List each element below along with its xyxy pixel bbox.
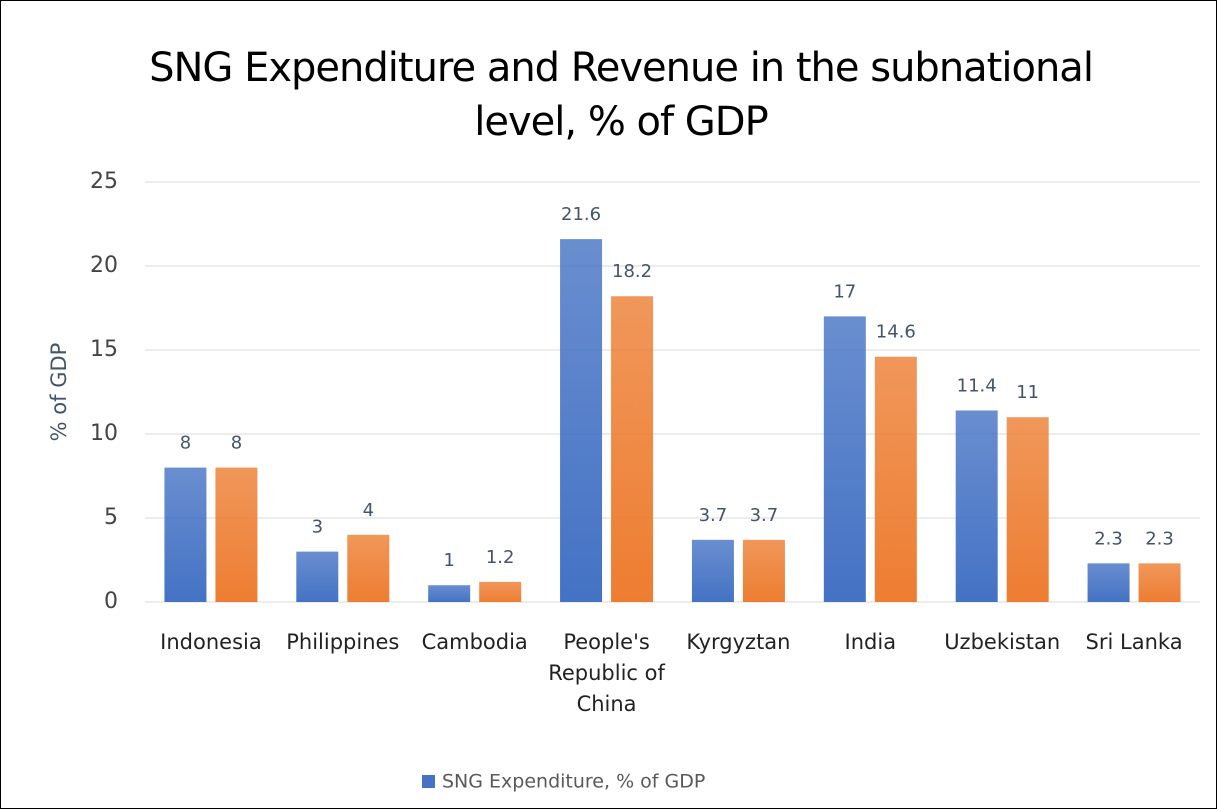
data-label: 1	[443, 550, 454, 571]
bar	[955, 410, 998, 602]
legend-label: SNG Expenditure, % of GDP	[442, 771, 705, 793]
bar	[611, 296, 654, 602]
data-label: 2.3	[1145, 528, 1174, 549]
y-tick-label: 0	[104, 589, 118, 614]
bar	[560, 239, 603, 602]
x-tick-label: Indonesia	[160, 630, 262, 654]
bar	[164, 467, 207, 602]
bar	[296, 551, 339, 602]
data-label: 8	[231, 433, 242, 454]
bar	[1138, 563, 1181, 602]
x-tick-label: Sri Lanka	[1085, 630, 1183, 654]
bar	[479, 581, 522, 602]
data-label: 3	[312, 517, 323, 538]
data-label: 2.3	[1094, 528, 1123, 549]
data-label: 4	[363, 500, 374, 521]
y-tick-label: 15	[90, 337, 118, 362]
bar	[347, 534, 390, 602]
bar	[874, 356, 917, 602]
y-tick-label: 25	[90, 169, 118, 194]
bar	[1087, 563, 1130, 602]
data-label: 11	[1016, 382, 1039, 403]
y-tick-label: 10	[90, 421, 118, 446]
bar	[215, 467, 258, 602]
y-axis-label: % of GDP	[47, 343, 71, 442]
data-label: 1.2	[486, 547, 515, 568]
bar	[823, 316, 866, 602]
data-label: 21.6	[561, 204, 601, 225]
y-tick-label: 20	[90, 253, 118, 278]
x-tick-label: Cambodia	[421, 630, 528, 654]
legend-swatch	[422, 775, 435, 788]
data-label: 17	[833, 281, 856, 302]
data-label: 3.7	[699, 505, 728, 526]
bar	[428, 585, 471, 602]
data-label: 11.4	[957, 375, 997, 396]
data-label: 8	[180, 433, 191, 454]
chart-title: SNG Expenditure and Revenue in the subna…	[149, 45, 1094, 145]
x-tick-label: India	[844, 630, 897, 654]
bar	[691, 539, 734, 602]
bar	[742, 539, 785, 602]
x-tick-label: Kyrgyztan	[686, 630, 791, 654]
x-tick-label: Uzbekistan	[944, 630, 1061, 654]
x-tick-label: Philippines	[286, 630, 400, 654]
data-label: 18.2	[612, 261, 652, 282]
x-tick-label: People's Republic of China	[548, 630, 665, 716]
data-label: 14.6	[876, 322, 916, 343]
y-tick-label: 5	[104, 505, 118, 530]
data-label: 3.7	[750, 505, 779, 526]
bar	[1006, 417, 1049, 602]
